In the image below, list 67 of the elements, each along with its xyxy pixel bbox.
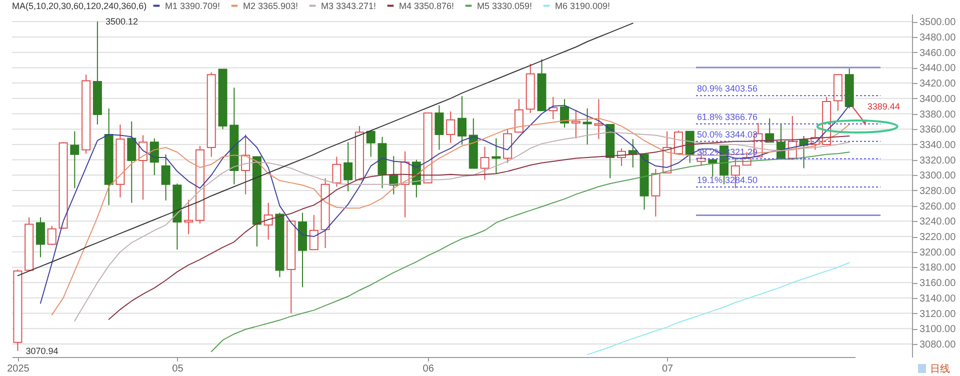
y-tick-label: 3200.00 [920,247,956,258]
y-tick-label: 3500.00 [920,17,956,28]
legend-label: M2 3365.903! [243,0,298,11]
candlestick [708,158,718,178]
candlestick [332,156,342,188]
candlestick [446,110,456,144]
candlestick [582,108,592,145]
candlestick [571,109,580,139]
y-tick-label: 3460.00 [920,48,956,59]
candlestick [492,138,501,174]
legend-label: M5 3330.059! [477,0,532,11]
y-tick-label: 3480.00 [920,32,956,44]
candlestick [70,130,80,189]
annotation: 3070.94 [26,346,58,356]
candlestick [344,142,353,192]
legend-label: M6 3190.009! [555,0,610,11]
candlestick [651,168,660,218]
candlestick [514,98,524,133]
y-tick-label: 3240.00 [920,216,956,228]
legend-label: M3 3343.271! [321,0,376,11]
y-tick-label: 3400.00 [920,94,956,105]
ref-line-label: 50.0% 3344.03 [697,129,758,140]
y-tick-label: 3320.00 [920,155,956,166]
candlestick [184,199,194,235]
candlestick [150,138,159,176]
candlestick [674,130,683,154]
y-tick-label: 3340.00 [920,140,956,151]
candlestick [560,98,570,128]
line-series [586,262,850,356]
y-tick-label: 3380.00 [920,109,956,120]
annotation: 3500.12 [105,16,138,27]
legend-label: M1 3390.709! [165,0,220,11]
candlestick [127,120,136,204]
candlestick [47,225,56,246]
ref-line-label: 80.9% 3403.56 [697,84,758,94]
candlestick [548,96,558,120]
y-tick-label: 3420.00 [920,78,956,90]
candlestick [264,202,273,240]
candlestick [161,154,170,201]
candlestick [366,130,376,158]
y-tick-label: 3220.00 [920,232,956,244]
candlestick [309,214,318,250]
legend-label: M4 3350.876! [399,0,454,11]
x-tick-label: 07 [662,364,674,374]
x-tick-label: 05 [172,364,184,374]
y-tick-label: 3280.00 [920,186,956,197]
candlestick [480,146,490,180]
y-tick-label: 3360.00 [920,124,956,136]
y-tick-label: 3300.00 [920,170,956,182]
y-tick-label: 3120.00 [920,308,956,320]
text: 日线 [930,363,950,375]
y-tick-label: 3180.00 [920,262,956,274]
candlestick [594,98,604,140]
legend-title: MA(5,10,20,30,60,120,240,360,6) [12,1,147,11]
candlestick [458,96,466,145]
y-tick-label: 3080.00 [920,339,956,350]
y-tick-label: 3160.00 [920,278,956,290]
y-tick-label: 3440.00 [920,63,956,74]
y-tick-label: 3100.00 [920,324,956,336]
candlestick [36,216,45,258]
x-tick-label: 2025 [7,364,30,374]
text: 3389.44 [867,102,900,112]
y-tick-label: 3140.00 [920,293,956,304]
x-tick-label: 06 [422,364,434,374]
candlestick [434,104,444,150]
ref-line-label: 61.8% 3366.76 [697,112,758,122]
y-tick-label: 3260.00 [920,201,956,212]
